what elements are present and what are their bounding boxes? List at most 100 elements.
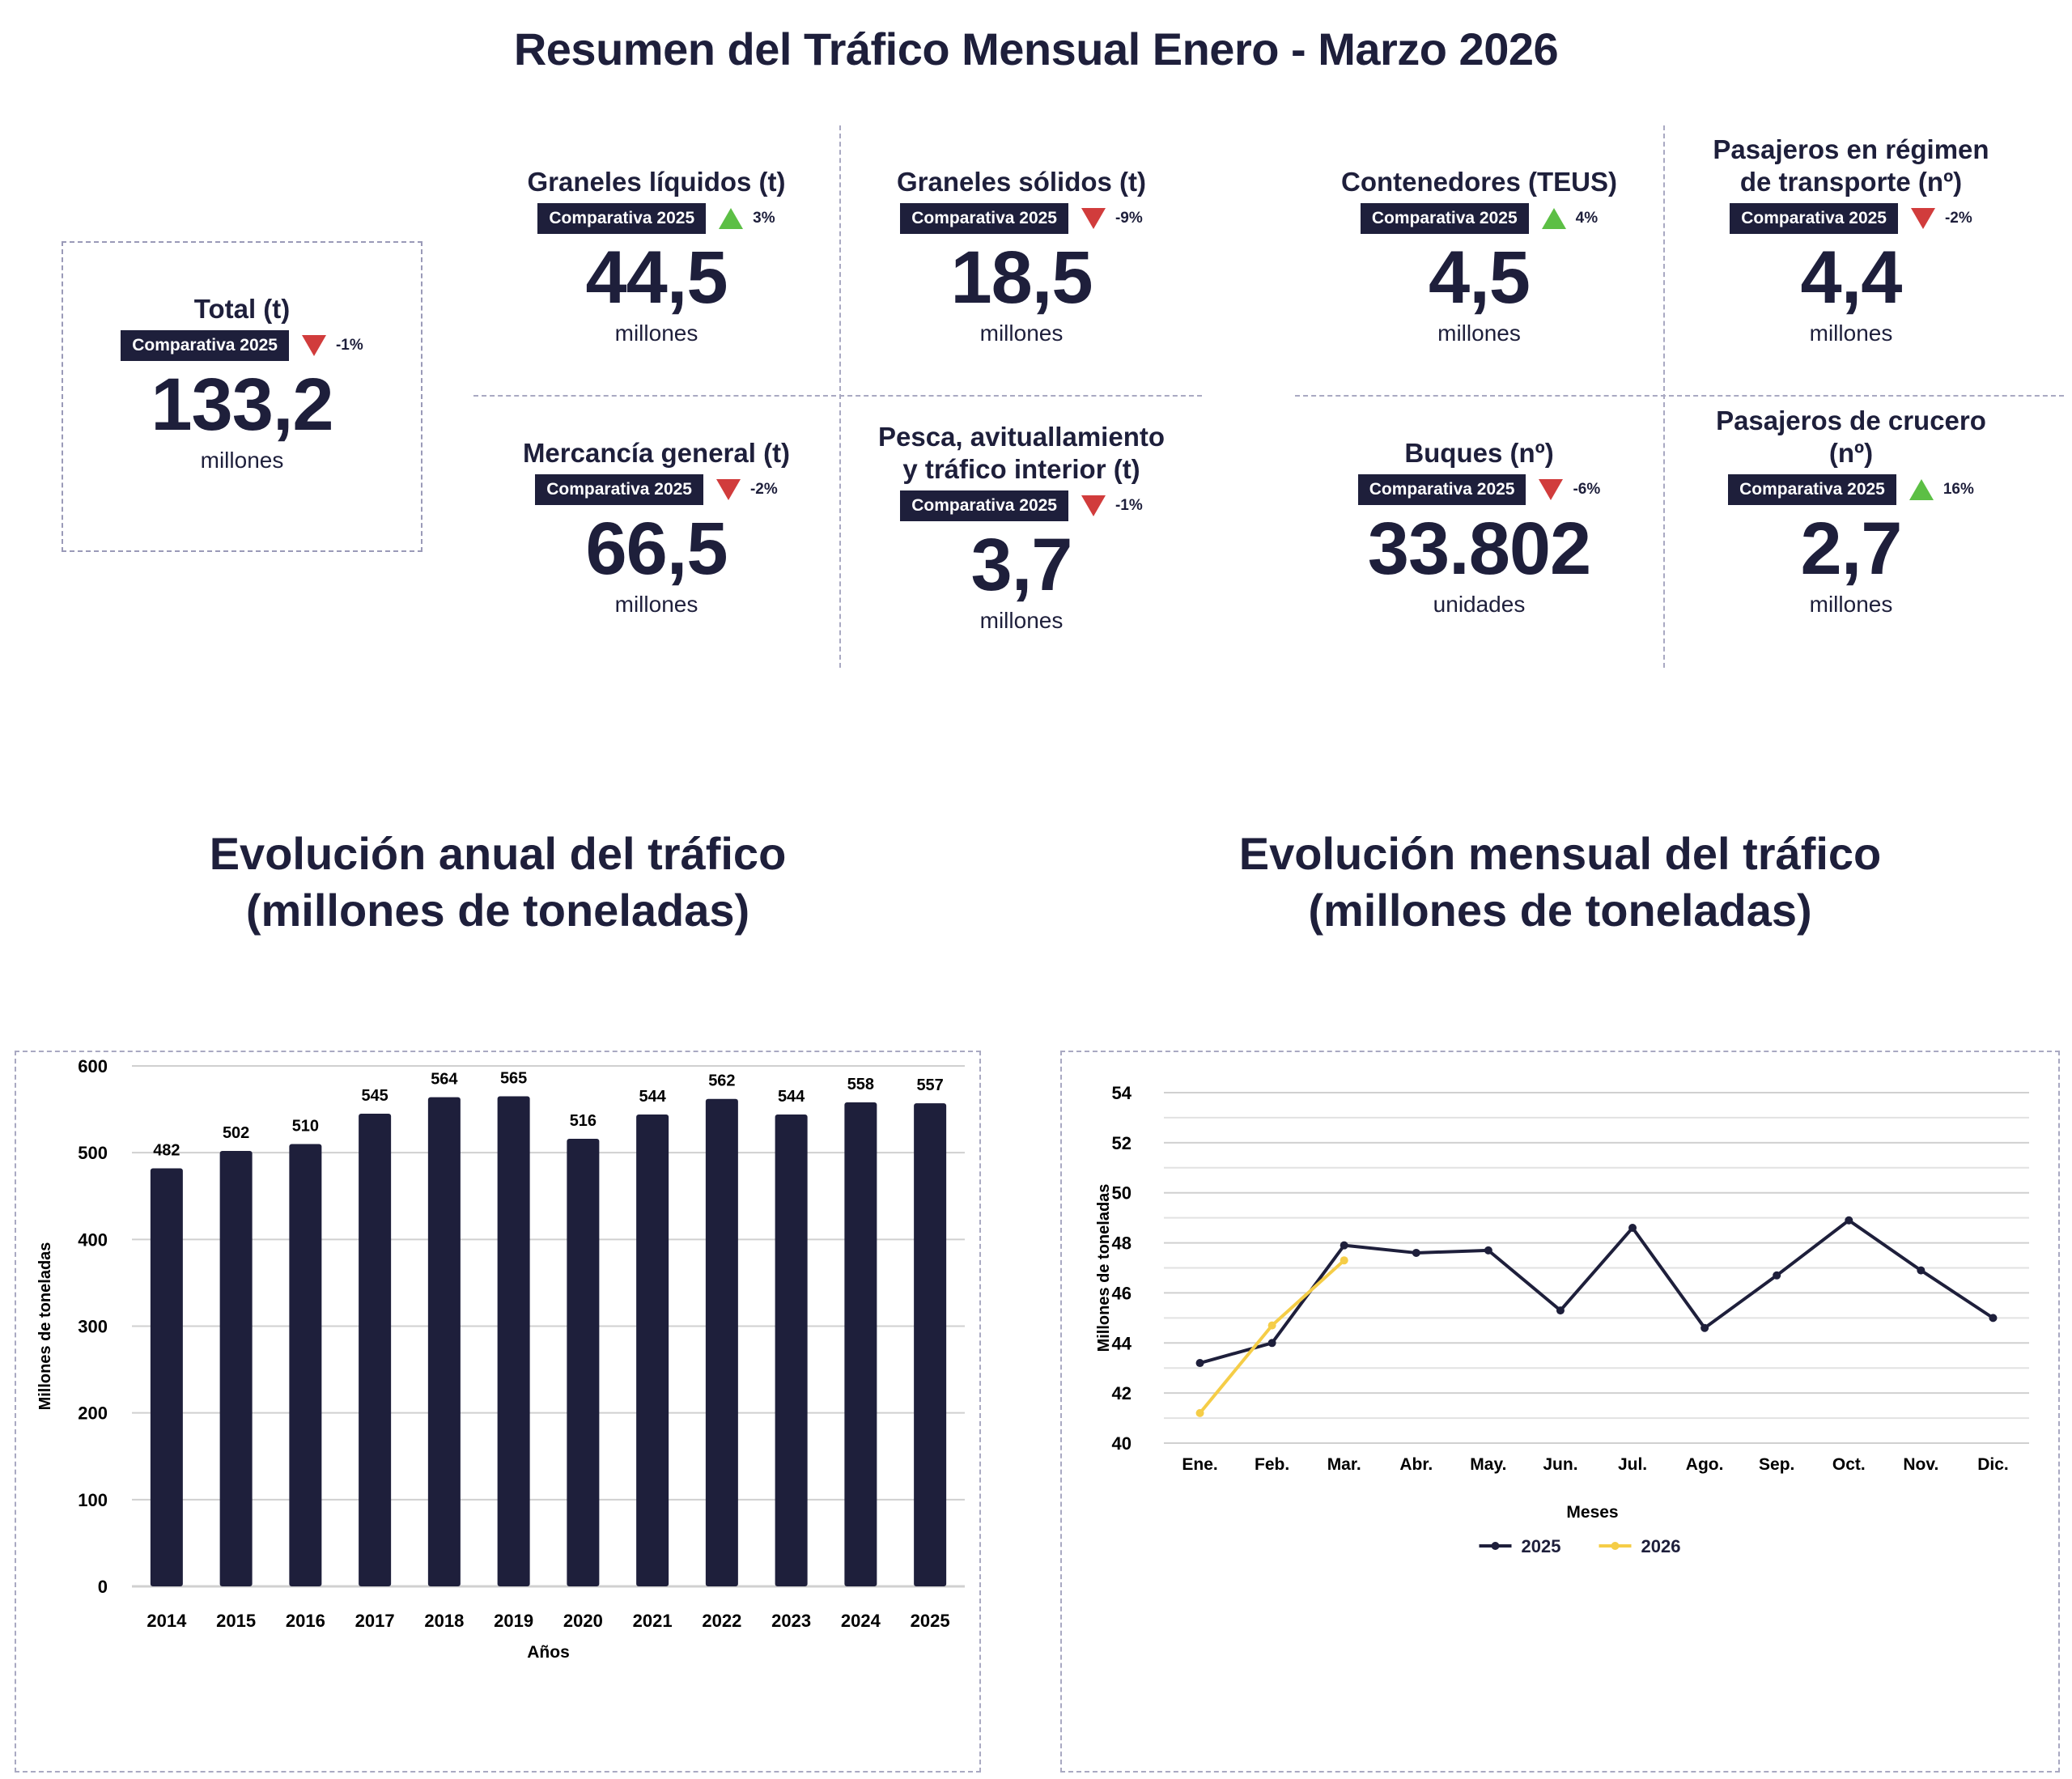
kpi-unit: millones — [614, 321, 698, 346]
data-point-2025 — [1773, 1271, 1781, 1280]
data-point-2025 — [1556, 1306, 1565, 1315]
kpi-value: 4,4 — [1800, 236, 1903, 319]
y-tick-label: 54 — [1112, 1083, 1132, 1103]
x-tick-label: 2024 — [841, 1611, 881, 1631]
bar — [150, 1168, 183, 1586]
trend-up-icon — [1541, 208, 1566, 229]
x-tick-label: Abr. — [1399, 1455, 1433, 1474]
y-axis-label: Millones de toneladas — [1095, 1184, 1113, 1352]
y-tick-label: 42 — [1112, 1383, 1132, 1403]
kpi-graneles-liquidos: Graneles líquidos (t) Comparativa 2025 3% 4… — [473, 166, 839, 347]
kpi-unit: millones — [979, 321, 1064, 346]
kpi-unit: millones — [1809, 321, 1893, 346]
y-tick-label: 50 — [1112, 1183, 1132, 1204]
data-point-2025 — [1845, 1216, 1853, 1225]
x-tick-label: 2014 — [146, 1611, 187, 1631]
x-tick-label: 2022 — [702, 1611, 741, 1631]
grid-divider — [473, 395, 1202, 397]
y-tick-label: 0 — [98, 1577, 108, 1597]
x-tick-label: Feb. — [1255, 1455, 1289, 1474]
kpi-label: Pasajeros en régimen de transporte (nº) — [1713, 134, 1989, 197]
x-tick-label: 2017 — [355, 1611, 395, 1631]
x-tick-label: Ago. — [1686, 1455, 1724, 1474]
trend-down-icon — [1910, 208, 1935, 229]
total-kpi-card — [62, 241, 422, 552]
data-point-2025 — [1628, 1224, 1637, 1233]
data-point-2025 — [1484, 1246, 1492, 1255]
page-title: Resumen del Tráfico Mensual Enero - Marz… — [513, 23, 1559, 74]
bar — [427, 1097, 461, 1586]
kpi-value: 66,5 — [585, 507, 728, 590]
legend-marker-2026 — [1611, 1542, 1620, 1550]
x-tick-label: 2020 — [563, 1611, 603, 1631]
annual-chart-panel: 0 100 200 300 400 500 600 482 2014 502 2015 510 2016… — [15, 1051, 981, 1773]
y-tick-label: 46 — [1112, 1283, 1132, 1303]
legend-marker-2025 — [1491, 1542, 1500, 1550]
grid-divider — [839, 125, 841, 668]
x-tick-label: 2023 — [771, 1611, 811, 1631]
y-tick-label: 48 — [1112, 1233, 1132, 1254]
kpi-unit: millones — [1809, 592, 1893, 617]
x-axis-label: Meses — [1566, 1503, 1618, 1522]
kpi-value: 18,5 — [950, 236, 1093, 319]
bar — [567, 1139, 600, 1586]
kpi-value: 33.802 — [1367, 507, 1591, 590]
data-point-2026 — [1267, 1321, 1276, 1330]
comparison-badge: Comparativa 2025 — [1357, 474, 1526, 505]
comparison-badge: Comparativa 2025 — [121, 330, 289, 361]
kpi-label: Graneles líquidos (t) — [527, 167, 786, 197]
series-line-2026 — [1198, 1259, 1346, 1415]
trend-down-icon — [715, 479, 741, 500]
trend-down-icon — [1081, 208, 1106, 229]
comparison-badge: Comparativa 2025 — [537, 203, 707, 234]
x-tick-label: Jul. — [1618, 1455, 1647, 1474]
y-tick-label: 40 — [1112, 1433, 1132, 1454]
change-percent: -9% — [1115, 210, 1143, 227]
trend-down-icon — [1081, 495, 1106, 516]
trend-down-icon — [1539, 479, 1564, 500]
trend-up-icon — [719, 208, 744, 229]
kpi-value: 2,7 — [1800, 507, 1903, 590]
y-tick-label: 500 — [78, 1143, 108, 1163]
kpi-label: Pasajeros de crucero (nº) — [1716, 405, 1986, 468]
bar-data-label: 565 — [500, 1070, 527, 1088]
bar-data-label: 557 — [916, 1076, 943, 1094]
bar-data-label: 510 — [292, 1117, 319, 1135]
monthly-chart-panel: 40 42 44 46 48 50 52 54 Ene. Feb. Mar. Abr. May. Jun.… — [1060, 1051, 2060, 1773]
data-point-2026 — [1195, 1408, 1204, 1417]
y-tick-label: 300 — [78, 1317, 108, 1337]
kpi-label: Mercancía general (t) — [522, 438, 791, 468]
bar — [844, 1102, 877, 1586]
y-tick-label: 100 — [78, 1490, 108, 1510]
data-point-2025 — [1989, 1314, 1998, 1323]
kpi-pasajeros-regimen: Pasajeros en régimen de transporte (nº) C… — [1665, 134, 2037, 347]
x-tick-label: Ene. — [1182, 1455, 1217, 1474]
bar-data-label: 516 — [570, 1112, 597, 1130]
x-tick-label: May. — [1470, 1455, 1506, 1474]
comparison-badge: Comparativa 2025 — [1730, 203, 1898, 234]
x-tick-label: Jun. — [1543, 1455, 1577, 1474]
data-point-2025 — [1700, 1323, 1709, 1332]
kpi-label: Total (t) — [193, 294, 291, 324]
kpi-total: Total (t) Comparativa 2025 -1% 133,2 mil… — [62, 293, 422, 474]
data-point-2026 — [1340, 1256, 1348, 1265]
kpi-mercancia-general: Mercancía general (t) Comparativa 2025 -2%… — [473, 437, 839, 618]
legend-label: 2026 — [1641, 1536, 1681, 1556]
y-axis-label: Millones de toneladas — [36, 1242, 54, 1411]
kpi-graneles-solidos: Graneles sólidos (t) Comparativa 2025 -9% 1… — [841, 166, 1202, 347]
comparison-badge: Comparativa 2025 — [900, 203, 1068, 234]
x-tick-label: Dic. — [1977, 1455, 2009, 1474]
y-tick-label: 200 — [78, 1403, 108, 1424]
comparison-badge: Comparativa 2025 — [1360, 203, 1529, 234]
x-tick-label: 2015 — [216, 1611, 256, 1631]
change-percent: -2% — [749, 481, 778, 498]
data-point-2025 — [1267, 1339, 1276, 1348]
data-point-2025 — [1412, 1248, 1420, 1257]
y-tick-label: 52 — [1112, 1133, 1132, 1153]
change-percent: -1% — [1115, 497, 1143, 514]
bar — [705, 1098, 738, 1586]
x-tick-label: 2025 — [911, 1611, 950, 1631]
bar — [289, 1144, 322, 1586]
monthly-line-chart: 40 42 44 46 48 50 52 54 Ene. Feb. Mar. Abr. May. Jun.… — [1095, 1083, 2029, 1556]
kpi-unit: millones — [1437, 321, 1521, 346]
